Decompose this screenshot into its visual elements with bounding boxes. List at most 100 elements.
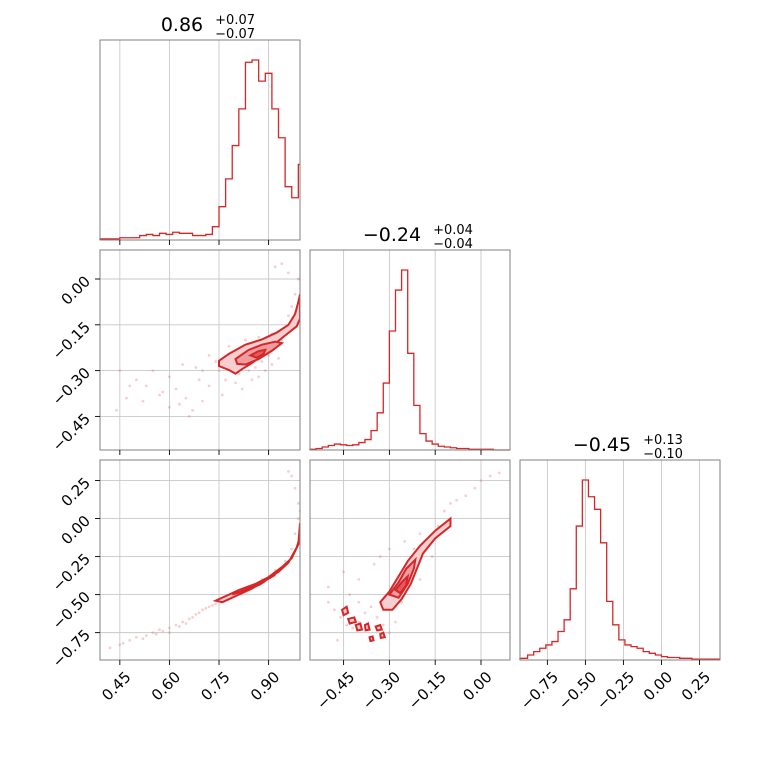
pair-10-point-49 bbox=[125, 396, 128, 400]
xlabel-col2-4: 0.25 bbox=[678, 668, 714, 704]
pair-21-point-8 bbox=[375, 616, 379, 619]
pair-21-point-24 bbox=[479, 479, 483, 482]
xlabel-col2-1: −0.50 bbox=[555, 668, 600, 713]
pair-20-point-28 bbox=[296, 501, 300, 505]
pair-10-point-20 bbox=[234, 381, 237, 385]
pair-21-point-5 bbox=[357, 620, 361, 624]
pair-21-point-10 bbox=[387, 631, 391, 635]
pair-20-point-5 bbox=[151, 631, 155, 635]
pair-10-point-51 bbox=[181, 363, 185, 366]
hist-1-steps bbox=[309, 269, 510, 451]
pair-10-point-17 bbox=[220, 393, 224, 397]
pair-21-point-11 bbox=[394, 620, 397, 624]
pair-20-point-4 bbox=[144, 634, 148, 638]
pair-20-frame bbox=[99, 459, 301, 661]
pair-21-contour-inner bbox=[394, 573, 410, 595]
pair-21-point-6 bbox=[363, 611, 367, 615]
pair-10-point-28 bbox=[263, 369, 267, 373]
hist-2-frame bbox=[519, 459, 721, 661]
pair-21-point-25 bbox=[488, 474, 492, 478]
pair-20-point-6 bbox=[158, 628, 161, 631]
ylabel-row1-1: −0.30 bbox=[49, 364, 94, 409]
pair-21-point-32 bbox=[326, 585, 330, 589]
pair-21-point-4 bbox=[351, 626, 355, 630]
hist-1-title-plus: +0.04 bbox=[433, 223, 473, 238]
pair-10-point-6 bbox=[168, 375, 171, 379]
pair-20-point-7 bbox=[168, 626, 171, 630]
pair-20-point-31 bbox=[287, 470, 290, 473]
pair-21-point-30 bbox=[387, 547, 391, 551]
pair-10-point-47 bbox=[161, 390, 165, 394]
pair-21-island-0 bbox=[340, 605, 350, 617]
pair-21-point-33 bbox=[336, 638, 339, 642]
xlabel-col0-2: 0.75 bbox=[197, 668, 233, 704]
pair-21-point-2 bbox=[339, 616, 342, 619]
pair-10-point-38 bbox=[296, 277, 300, 281]
pair-10-point-30 bbox=[270, 363, 274, 366]
hist-0-title: 0.86 bbox=[161, 14, 203, 36]
ylabel-row2-3: 0.00 bbox=[58, 512, 94, 548]
pair-10-point-25 bbox=[253, 366, 257, 369]
xlabel-col0-0: 0.45 bbox=[98, 668, 134, 704]
xlabel-col2-2: −0.25 bbox=[593, 668, 638, 713]
pair-10-point-29 bbox=[267, 353, 270, 357]
pair-21-island-2 bbox=[354, 622, 364, 632]
pair-10-point-46 bbox=[168, 405, 171, 409]
pair-21-point-17 bbox=[430, 555, 434, 558]
pair-20-point-16 bbox=[177, 625, 181, 628]
pair-10-point-2 bbox=[134, 378, 138, 382]
pair-21-plot-area bbox=[326, 471, 501, 643]
pair-21-island-4 bbox=[374, 623, 384, 632]
pair-20-contour-outer bbox=[212, 523, 300, 604]
pair-21-island-1 bbox=[346, 616, 358, 625]
pair-20-point-15 bbox=[168, 631, 171, 635]
pair-20-point-1 bbox=[118, 643, 122, 647]
hist-0-frame bbox=[99, 39, 301, 241]
pair-10-point-43 bbox=[207, 353, 211, 357]
hist-1-title-minus: −0.04 bbox=[433, 237, 473, 252]
pair-21-point-7 bbox=[369, 605, 373, 609]
pair-21-point-20 bbox=[449, 501, 452, 505]
pair-10-contour-inner bbox=[247, 348, 267, 359]
pair-21-point-21 bbox=[455, 498, 458, 502]
pair-20-point-33 bbox=[154, 632, 158, 636]
hist-2-title-minus: −0.10 bbox=[643, 447, 683, 462]
pair-10-point-11 bbox=[191, 408, 194, 412]
pair-10-contour-outer bbox=[218, 294, 300, 375]
pair-panel-2-1 bbox=[309, 459, 511, 665]
pair-10-point-32 bbox=[277, 356, 280, 360]
hist-2-title: −0.45 bbox=[573, 434, 631, 456]
pair-20-point-37 bbox=[121, 641, 125, 645]
pair-21-point-36 bbox=[378, 555, 382, 558]
pair-20-point-26 bbox=[293, 532, 297, 536]
pair-21-point-1 bbox=[333, 608, 336, 612]
xlabel-col0-1: 0.60 bbox=[148, 668, 184, 704]
pair-21-point-14 bbox=[412, 547, 416, 551]
pair-10-point-53 bbox=[257, 335, 261, 339]
pair-panel-2-0 bbox=[95, 459, 301, 665]
hist-0-title-plus: +0.07 bbox=[215, 13, 255, 28]
pair-21-point-29 bbox=[372, 562, 376, 566]
pair-panel-1-0 bbox=[95, 249, 301, 455]
xlabel-col1-3: 0.00 bbox=[459, 668, 495, 704]
pair-21-point-9 bbox=[381, 623, 385, 627]
pair-10-point-15 bbox=[214, 360, 218, 363]
pair-21-point-3 bbox=[345, 623, 349, 627]
pair-21-point-19 bbox=[442, 509, 446, 513]
pair-20-point-12 bbox=[201, 608, 204, 612]
pair-10-point-18 bbox=[224, 378, 228, 382]
pair-20-point-11 bbox=[194, 612, 198, 616]
pair-21-point-26 bbox=[497, 471, 501, 475]
hist-panel-0: 0.86 +0.07−0.07 bbox=[99, 13, 301, 245]
xlabel-col1-1: −0.30 bbox=[359, 668, 404, 713]
pair-10-point-35 bbox=[287, 314, 290, 318]
pair-20-point-0 bbox=[108, 646, 112, 650]
ylabel-row1-0: −0.45 bbox=[49, 410, 94, 455]
pair-10-point-22 bbox=[240, 387, 244, 391]
pair-10-point-26 bbox=[257, 375, 261, 379]
pair-10-point-37 bbox=[293, 292, 297, 296]
pair-21-point-37 bbox=[357, 600, 361, 604]
pair-10-point-39 bbox=[287, 271, 290, 275]
pair-10-point-5 bbox=[158, 393, 161, 397]
